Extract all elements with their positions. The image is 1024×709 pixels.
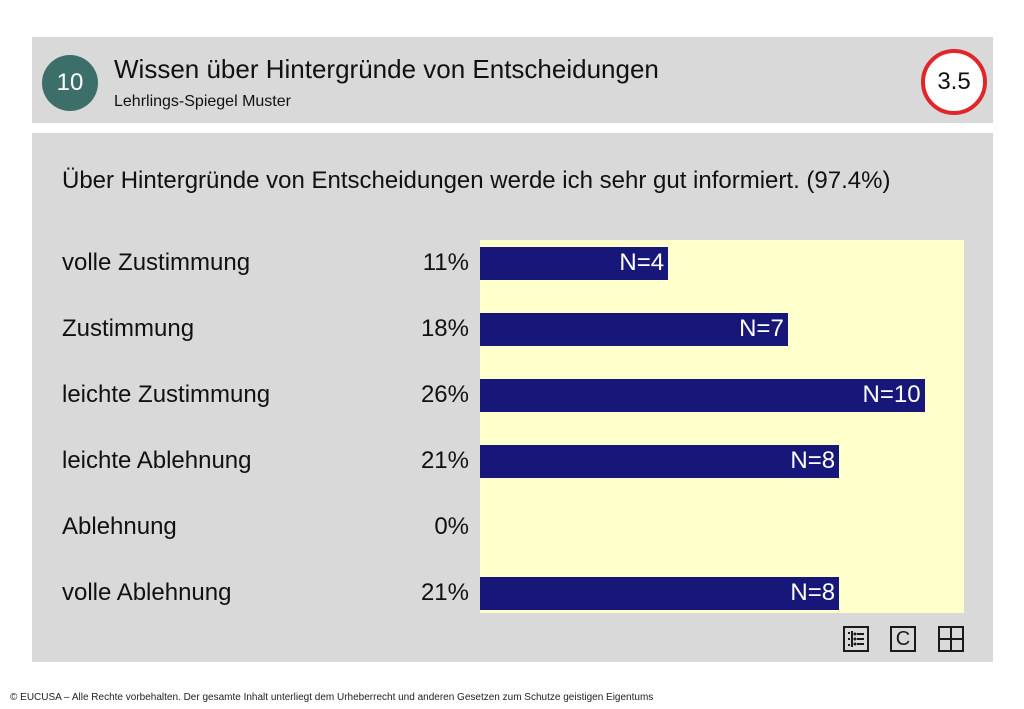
list-icon[interactable] — [843, 626, 869, 652]
count-label: N=8 — [790, 447, 836, 474]
bar — [480, 312, 788, 346]
percent-label: 21% — [420, 579, 469, 606]
count-label: N=4 — [619, 249, 665, 276]
percent-label: 11% — [422, 249, 469, 276]
question-text: Über Hintergründe von Entscheidungen wer… — [62, 167, 891, 194]
category-label: volle Ablehnung — [62, 579, 232, 606]
category-label: leichte Zustimmung — [62, 381, 271, 408]
bar — [480, 246, 669, 280]
category-label: Zustimmung — [62, 315, 195, 342]
header-panel — [32, 37, 993, 123]
score-badge: 3.5 — [921, 49, 987, 115]
count-label: N=10 — [862, 381, 921, 408]
page-title: Wissen über Hintergründe von Entscheidun… — [114, 54, 659, 84]
percent-label: 21% — [420, 447, 469, 474]
category-label: volle Zustimmung — [62, 249, 251, 276]
c-icon[interactable]: C — [890, 626, 916, 652]
bar — [480, 444, 840, 478]
section-number-badge: 10 — [42, 55, 98, 111]
bar — [480, 576, 840, 610]
category-label: Ablehnung — [62, 513, 177, 540]
grid-icon[interactable] — [938, 626, 964, 652]
bar — [480, 378, 925, 412]
chart-plot-area — [480, 240, 964, 613]
percent-label: 0% — [434, 513, 469, 540]
c-icon-label: C — [895, 627, 911, 650]
page-subtitle: Lehrlings-Spiegel Muster — [114, 93, 291, 110]
count-label: N=7 — [739, 315, 784, 342]
count-label: N=8 — [790, 579, 836, 606]
percent-label: 18% — [420, 315, 469, 342]
percent-label: 26% — [420, 381, 469, 408]
copyright-footer: © EUCUSA – Alle Rechte vorbehalten. Der … — [10, 692, 654, 703]
category-label: leichte Ablehnung — [62, 447, 252, 474]
